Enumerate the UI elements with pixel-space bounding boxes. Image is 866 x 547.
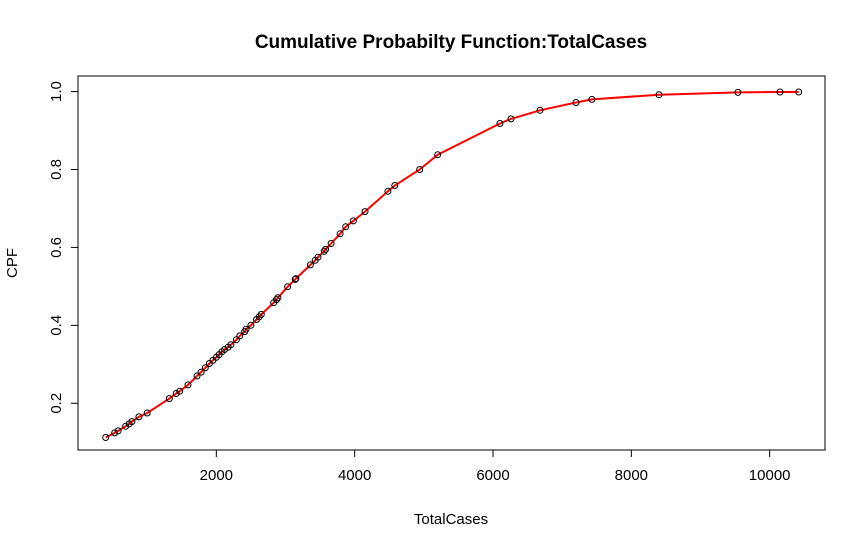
data-point xyxy=(588,95,596,103)
data-point xyxy=(221,346,229,353)
y-tick-label: 0.4 xyxy=(48,315,65,336)
data-point xyxy=(314,253,322,261)
cpf-line xyxy=(105,91,799,439)
x-axis: 2000 4000 6000 8000 10000 xyxy=(200,449,791,484)
data-point xyxy=(176,387,184,395)
data-point xyxy=(416,166,424,173)
data-point xyxy=(361,208,369,216)
data-point xyxy=(284,283,292,291)
data-point xyxy=(102,434,110,441)
data-point xyxy=(257,310,265,318)
data-point xyxy=(572,99,580,106)
data-point xyxy=(349,217,357,225)
data-point xyxy=(776,88,784,96)
data-point xyxy=(327,240,335,247)
y-tick-label: 0.8 xyxy=(48,159,65,180)
data-point xyxy=(655,91,663,99)
data-point xyxy=(143,409,151,417)
data-point xyxy=(322,245,330,253)
data-point xyxy=(306,261,314,269)
data-point xyxy=(172,390,180,397)
data-point xyxy=(165,395,173,403)
y-axis-label: CPF xyxy=(4,248,21,278)
x-tick-label: 8000 xyxy=(615,467,648,484)
y-tick-label: 1.0 xyxy=(48,81,65,102)
data-point xyxy=(247,321,255,329)
data-point xyxy=(111,429,119,437)
y-tick-label: 0.2 xyxy=(48,393,65,414)
x-tick-label: 2000 xyxy=(200,467,233,484)
data-point xyxy=(434,151,442,159)
data-point xyxy=(507,115,515,123)
plot-frame xyxy=(77,75,826,451)
data-point xyxy=(795,88,803,96)
x-tick-label: 6000 xyxy=(476,467,509,484)
data-point xyxy=(273,296,280,304)
x-tick-label: 10000 xyxy=(749,467,791,484)
data-point xyxy=(128,418,136,426)
data-point xyxy=(342,223,350,231)
data-point xyxy=(496,120,504,127)
data-point xyxy=(184,381,192,389)
data-point xyxy=(291,275,299,283)
data-point xyxy=(135,413,143,421)
data-point xyxy=(236,332,244,340)
data-point xyxy=(391,182,399,189)
data-points xyxy=(102,88,803,441)
y-tick-label: 0.6 xyxy=(48,237,65,258)
data-point xyxy=(114,427,122,435)
data-point xyxy=(201,364,209,372)
data-point xyxy=(122,422,130,430)
data-point xyxy=(536,106,544,114)
data-point xyxy=(274,294,282,302)
data-point xyxy=(320,247,328,255)
data-point xyxy=(384,187,392,195)
data-point xyxy=(734,88,742,96)
data-point xyxy=(336,230,344,238)
y-axis: 0.2 0.4 0.6 0.8 1.0 xyxy=(48,81,79,414)
data-point xyxy=(197,368,205,376)
data-point xyxy=(242,325,250,333)
x-axis-label: TotalCases xyxy=(414,511,488,528)
data-point xyxy=(292,275,300,283)
x-tick-label: 4000 xyxy=(338,467,371,484)
data-point xyxy=(193,372,201,380)
data-point xyxy=(227,341,235,349)
chart-title: Cumulative Probabilty Function:TotalCase… xyxy=(255,32,647,53)
